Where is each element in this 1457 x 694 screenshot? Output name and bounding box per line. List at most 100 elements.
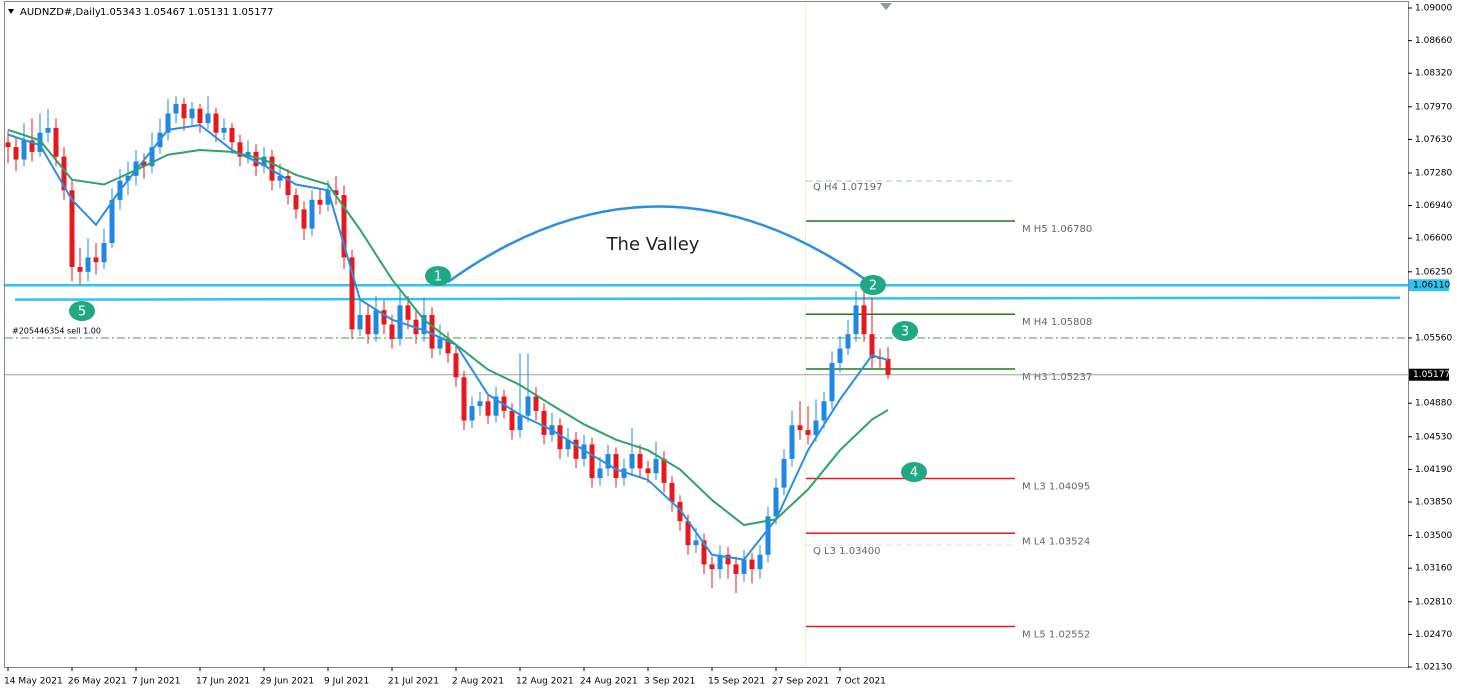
candle-body xyxy=(405,305,411,320)
marker-number: 5 xyxy=(78,305,86,320)
candle-body xyxy=(557,425,563,450)
shift-marker xyxy=(880,3,892,10)
candle-body xyxy=(541,410,547,435)
candle-body xyxy=(733,564,739,574)
y-tick-label: 1.04190 xyxy=(1415,465,1452,475)
candle-body xyxy=(845,334,851,349)
header-value: 1.05467 xyxy=(144,7,185,18)
candle-body xyxy=(741,559,747,574)
candle-body xyxy=(453,353,459,378)
x-tick-label: 7 Jun 2021 xyxy=(132,677,180,687)
candle-body xyxy=(693,540,699,546)
candle-body xyxy=(797,425,803,431)
candle-body xyxy=(37,132,43,152)
candle-body xyxy=(813,420,819,435)
candle-body xyxy=(53,127,59,157)
candle-body xyxy=(277,175,283,181)
candle-body xyxy=(85,257,91,272)
candle-body xyxy=(189,108,195,119)
candle-body xyxy=(821,401,827,421)
candle-body xyxy=(245,151,251,157)
candle-body xyxy=(581,444,587,459)
marker-number: 4 xyxy=(910,466,918,481)
y-tick-label: 1.06250 xyxy=(1415,267,1452,277)
candle-body xyxy=(869,334,875,359)
candle-body xyxy=(437,338,443,349)
candle-body xyxy=(829,362,835,402)
candle-body xyxy=(309,199,315,229)
y-tick-label: 1.03850 xyxy=(1415,498,1452,508)
marker-circle xyxy=(892,321,918,341)
candle-body xyxy=(789,425,795,459)
candle-body xyxy=(477,401,483,407)
pivot-label: M H5 1.06780 xyxy=(1022,224,1092,235)
y-tick-label: 1.09000 xyxy=(1415,4,1452,14)
x-tick-label: 17 Jun 2021 xyxy=(196,677,250,687)
candle-body xyxy=(669,482,675,503)
candle-body xyxy=(5,142,11,148)
y-tick-label: 1.08320 xyxy=(1415,69,1452,79)
pivot-label: M L5 1.02552 xyxy=(1022,630,1090,641)
candle-body xyxy=(221,127,227,133)
x-tick-label: 29 Jun 2021 xyxy=(260,677,314,687)
candle-body xyxy=(293,195,299,210)
x-tick-label: 9 Jul 2021 xyxy=(324,677,369,687)
candle-body xyxy=(141,161,147,167)
marker-number: 1 xyxy=(434,270,442,285)
header-value: 1.05177 xyxy=(232,7,273,18)
marker-circle xyxy=(425,266,451,286)
candle-body xyxy=(77,266,83,272)
candle-body xyxy=(341,195,347,258)
y-tick-label: 1.06940 xyxy=(1415,201,1452,211)
pivot-label: M L4 1.03524 xyxy=(1022,536,1090,547)
candle-body xyxy=(285,175,291,196)
candle-body xyxy=(757,554,763,570)
valley-arc xyxy=(447,205,867,284)
price-label-bg xyxy=(1409,279,1449,292)
candle-body xyxy=(429,314,435,349)
valley-label: The Valley xyxy=(606,234,700,255)
candle-body xyxy=(445,338,451,354)
candle-body xyxy=(685,521,691,546)
bid-label: 1.05177 xyxy=(1413,370,1450,380)
marker-number: 3 xyxy=(901,325,909,340)
candle-body xyxy=(461,377,467,421)
x-tick-label: 7 Oct 2021 xyxy=(836,677,886,687)
candle-body xyxy=(253,151,259,167)
pivot-label: Q L3 1.03400 xyxy=(813,546,881,557)
candle-body xyxy=(213,113,219,133)
y-tick-label: 1.02470 xyxy=(1415,630,1452,640)
candle-body xyxy=(509,410,515,431)
candle-body xyxy=(717,554,723,570)
candle-body xyxy=(613,454,619,479)
candle-body xyxy=(781,458,787,488)
candle-body xyxy=(749,559,755,570)
pivot-label: M H3 1.05237 xyxy=(1022,372,1092,383)
candle-body xyxy=(173,103,179,114)
candle-body xyxy=(725,554,731,565)
candle-body xyxy=(229,127,235,143)
y-tick-label: 1.07280 xyxy=(1415,168,1452,178)
candle-body xyxy=(765,516,771,555)
x-tick-label: 26 May 2021 xyxy=(68,677,127,687)
candle-body xyxy=(885,358,891,375)
bid-label-bg xyxy=(1409,368,1449,381)
candle-body xyxy=(101,243,107,263)
candle-body xyxy=(357,314,363,330)
candle-body xyxy=(381,310,387,325)
candle-body xyxy=(13,147,19,160)
moving-average xyxy=(7,128,889,527)
candle-body xyxy=(629,454,635,469)
y-tick-label: 1.02810 xyxy=(1415,597,1452,607)
y-tick-label: 1.05560 xyxy=(1415,333,1452,343)
candle-body xyxy=(181,103,187,119)
candle-body xyxy=(645,468,651,474)
x-tick-label: 2 Aug 2021 xyxy=(452,677,504,687)
marker-circle xyxy=(69,301,95,321)
candle-body xyxy=(805,430,811,435)
candle-body xyxy=(333,190,339,196)
pivot-label: Q H4 1.07197 xyxy=(813,182,882,193)
candle-body xyxy=(837,348,843,363)
candle-body xyxy=(365,314,371,335)
